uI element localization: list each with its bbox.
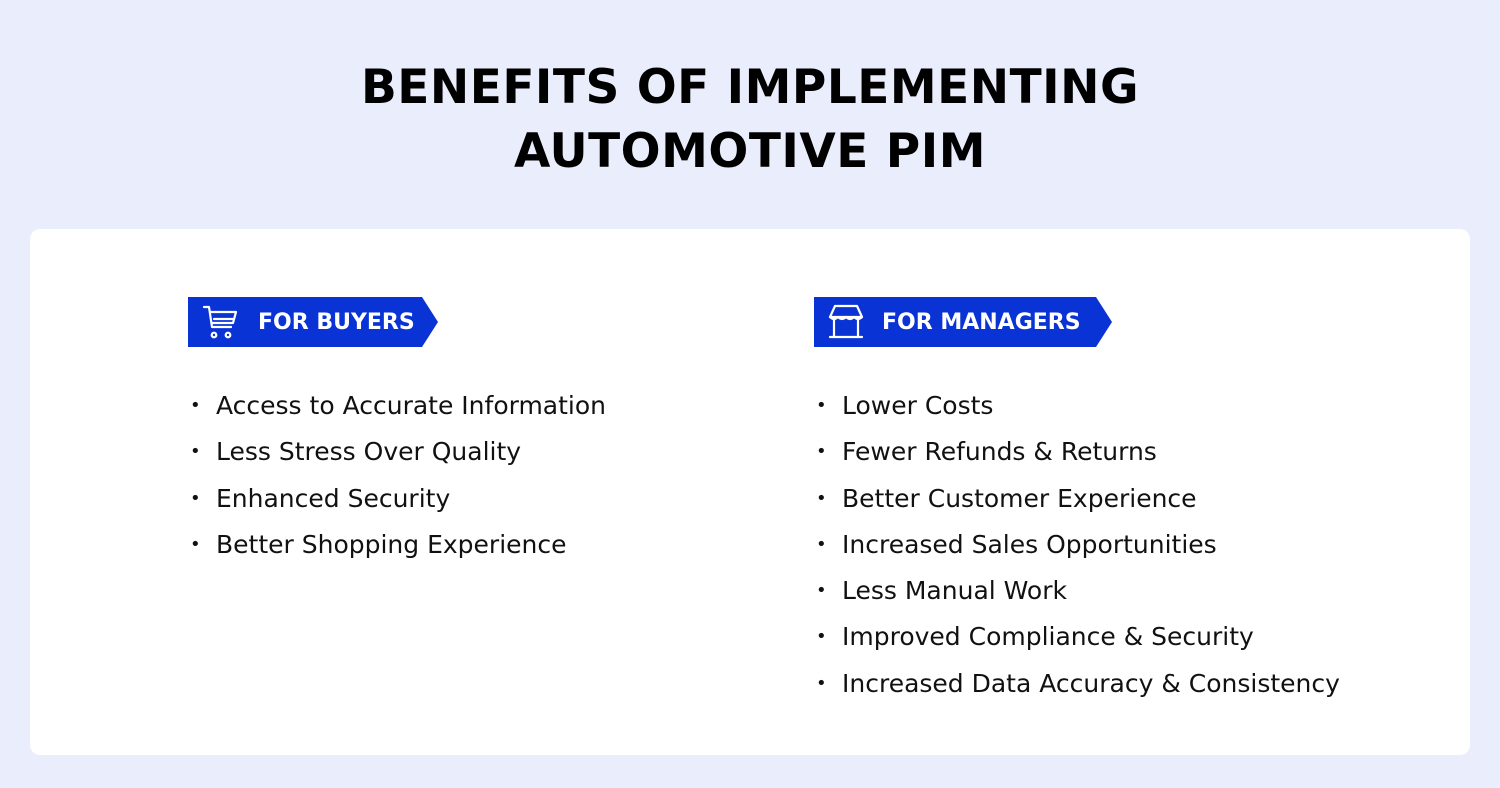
buyers-list: Access to Accurate Information Less Stre… — [188, 383, 606, 568]
title-line-1: BENEFITS OF IMPLEMENTING — [360, 60, 1140, 115]
list-item: Better Shopping Experience — [188, 522, 606, 569]
managers-list: Lower Costs Fewer Refunds & Returns Bett… — [814, 383, 1340, 707]
buyers-badge: FOR BUYERS — [188, 297, 438, 347]
list-item: Increased Data Accuracy & Consistency — [814, 661, 1340, 708]
list-item: Less Manual Work — [814, 568, 1340, 615]
managers-column: FOR MANAGERS Lower Costs Fewer Refunds &… — [814, 297, 1340, 707]
list-item: Less Stress Over Quality — [188, 429, 606, 476]
list-item: Improved Compliance & Security — [814, 614, 1340, 661]
list-item: Better Customer Experience — [814, 476, 1340, 523]
title-line-2: AUTOMOTIVE PIM — [514, 124, 986, 179]
shopping-cart-icon — [202, 303, 240, 341]
managers-badge: FOR MANAGERS — [814, 297, 1112, 347]
list-item: Increased Sales Opportunities — [814, 522, 1340, 569]
buyers-column: FOR BUYERS Access to Accurate Informatio… — [188, 297, 606, 568]
list-item: Lower Costs — [814, 383, 1340, 430]
storefront-icon — [828, 303, 864, 341]
list-item: Fewer Refunds & Returns — [814, 429, 1340, 476]
list-item: Enhanced Security — [188, 476, 606, 523]
buyers-label: FOR BUYERS — [258, 309, 415, 335]
list-item: Access to Accurate Information — [188, 383, 606, 430]
benefits-card: FOR BUYERS Access to Accurate Informatio… — [30, 229, 1470, 755]
managers-label: FOR MANAGERS — [882, 309, 1081, 335]
page-title: BENEFITS OF IMPLEMENTING AUTOMOTIVE PIM — [0, 56, 1500, 184]
